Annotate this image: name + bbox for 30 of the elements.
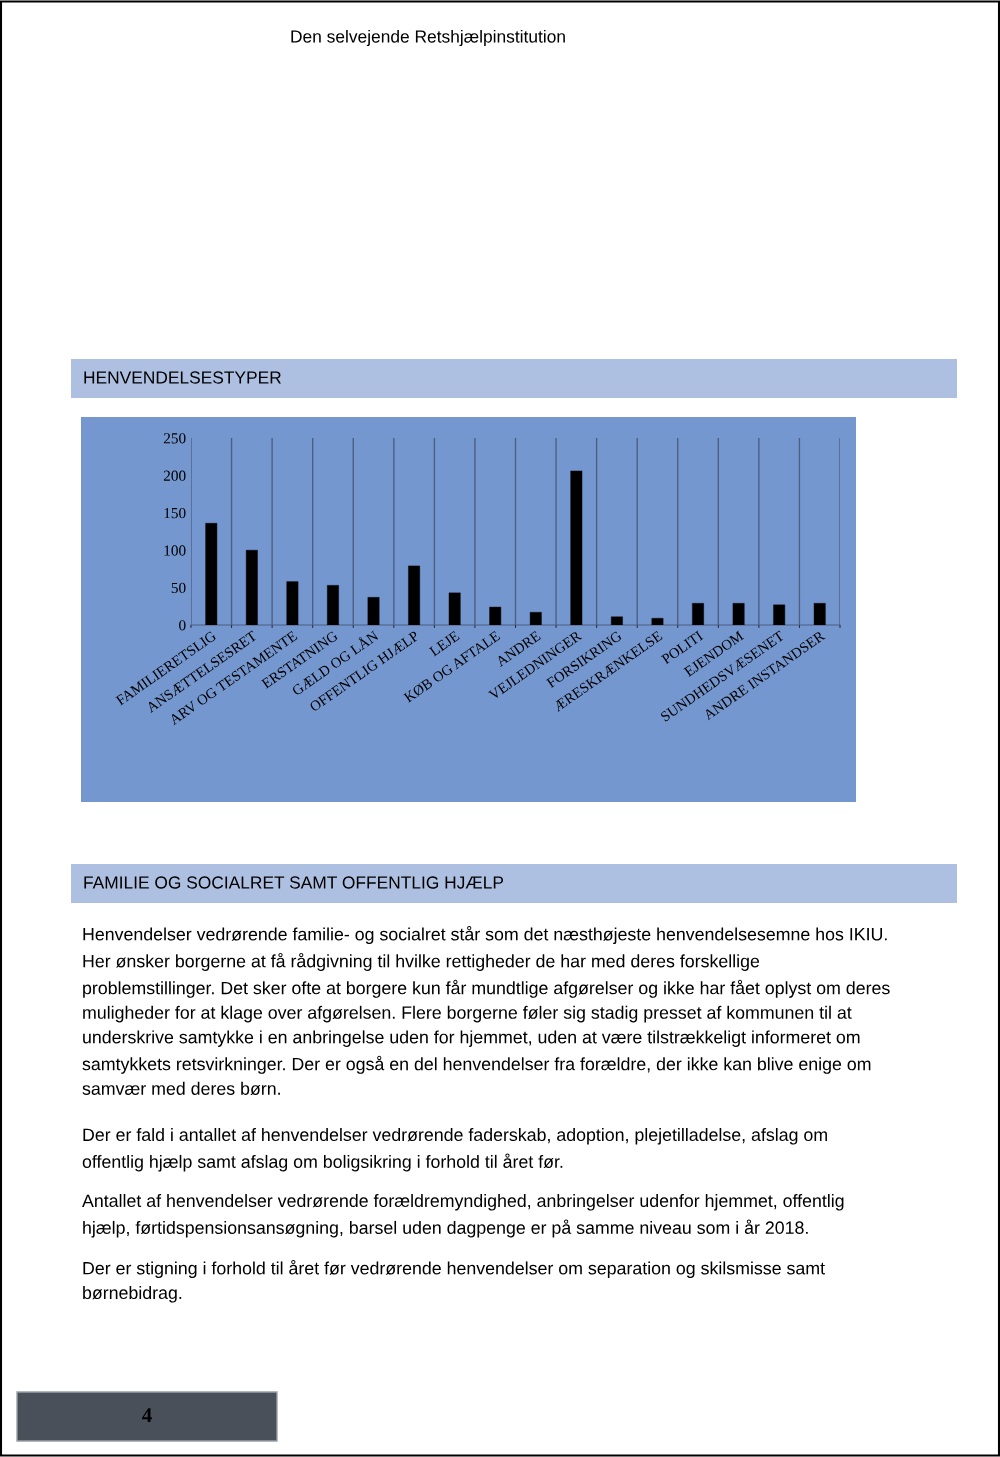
text: Den selvejende Retshjælpinstitution — [291, 29, 565, 47]
text: FAMILIE OG SOCIALRET SAMT OFFENTLIG HJÆLP — [84, 876, 504, 889]
y-tick-label: 50 — [171, 582, 186, 594]
text: Henvendelser vedrørende familie- og socialret står som det næsthøjeste henvendelsesemne hos IKIU. Her ønsker borgerne at få rådgivning til hvilke rettigheder de har med deres forskellige problemstillinger. Det sker ofte at borgere kun får mundtlige afgørelser og ikke har fået oplyst om deres muligheder for at klage over afgørelsen. Flere borgerne føler sig stadig presset af kommunen til at underskrive samtykke i en anbringelse uden for hjemmet, uden at være tilstrækkeligt informeret om samtykkets retsvirkninger. Der er også en del henvendelser fra forældre, der ikke kan blive enige om samvær med deres børn. — [82, 926, 890, 1096]
text: Antallet af henvendelser vedrørende forældremyndighed, anbringelser udenfor hjemmet, offentlig hjælp, førtidspensionsansøgning, barsel uden dagpenge er på samme niveau som i år 2018. — [82, 1194, 844, 1238]
text: 4 — [142, 1408, 152, 1423]
chart-title: HENVENDELSESTYPER — [84, 371, 281, 384]
bar — [489, 606, 502, 625]
y-tick-label: 150 — [164, 507, 186, 519]
bar — [611, 616, 623, 625]
bar — [448, 592, 461, 625]
bar — [773, 604, 786, 625]
y-tick-label: 250 — [163, 433, 186, 444]
bar — [529, 612, 542, 625]
bar — [570, 470, 583, 625]
bar — [732, 603, 745, 625]
text: Der er stigning i forhold til året før vedrørende henvendelser om separation og skilsmisse samt børnebidrag. — [83, 1260, 825, 1303]
bar — [245, 549, 258, 625]
bar — [692, 603, 704, 625]
y-tick-label: 100 — [164, 545, 186, 556]
bar — [327, 585, 339, 625]
bar — [813, 603, 826, 625]
bar — [651, 618, 664, 625]
y-tick-label: 200 — [163, 470, 186, 481]
bar — [286, 581, 299, 625]
bar — [367, 597, 380, 625]
y-tick-label: 0 — [179, 620, 186, 631]
bar — [408, 565, 420, 625]
bar — [205, 523, 218, 625]
text: Der er fald i antallet af henvendelser vedrørende faderskab, adoption, plejetilladelse, afslag om offentlig hjælp samt afslag om boligsikring i forhold til året før. — [82, 1128, 827, 1172]
